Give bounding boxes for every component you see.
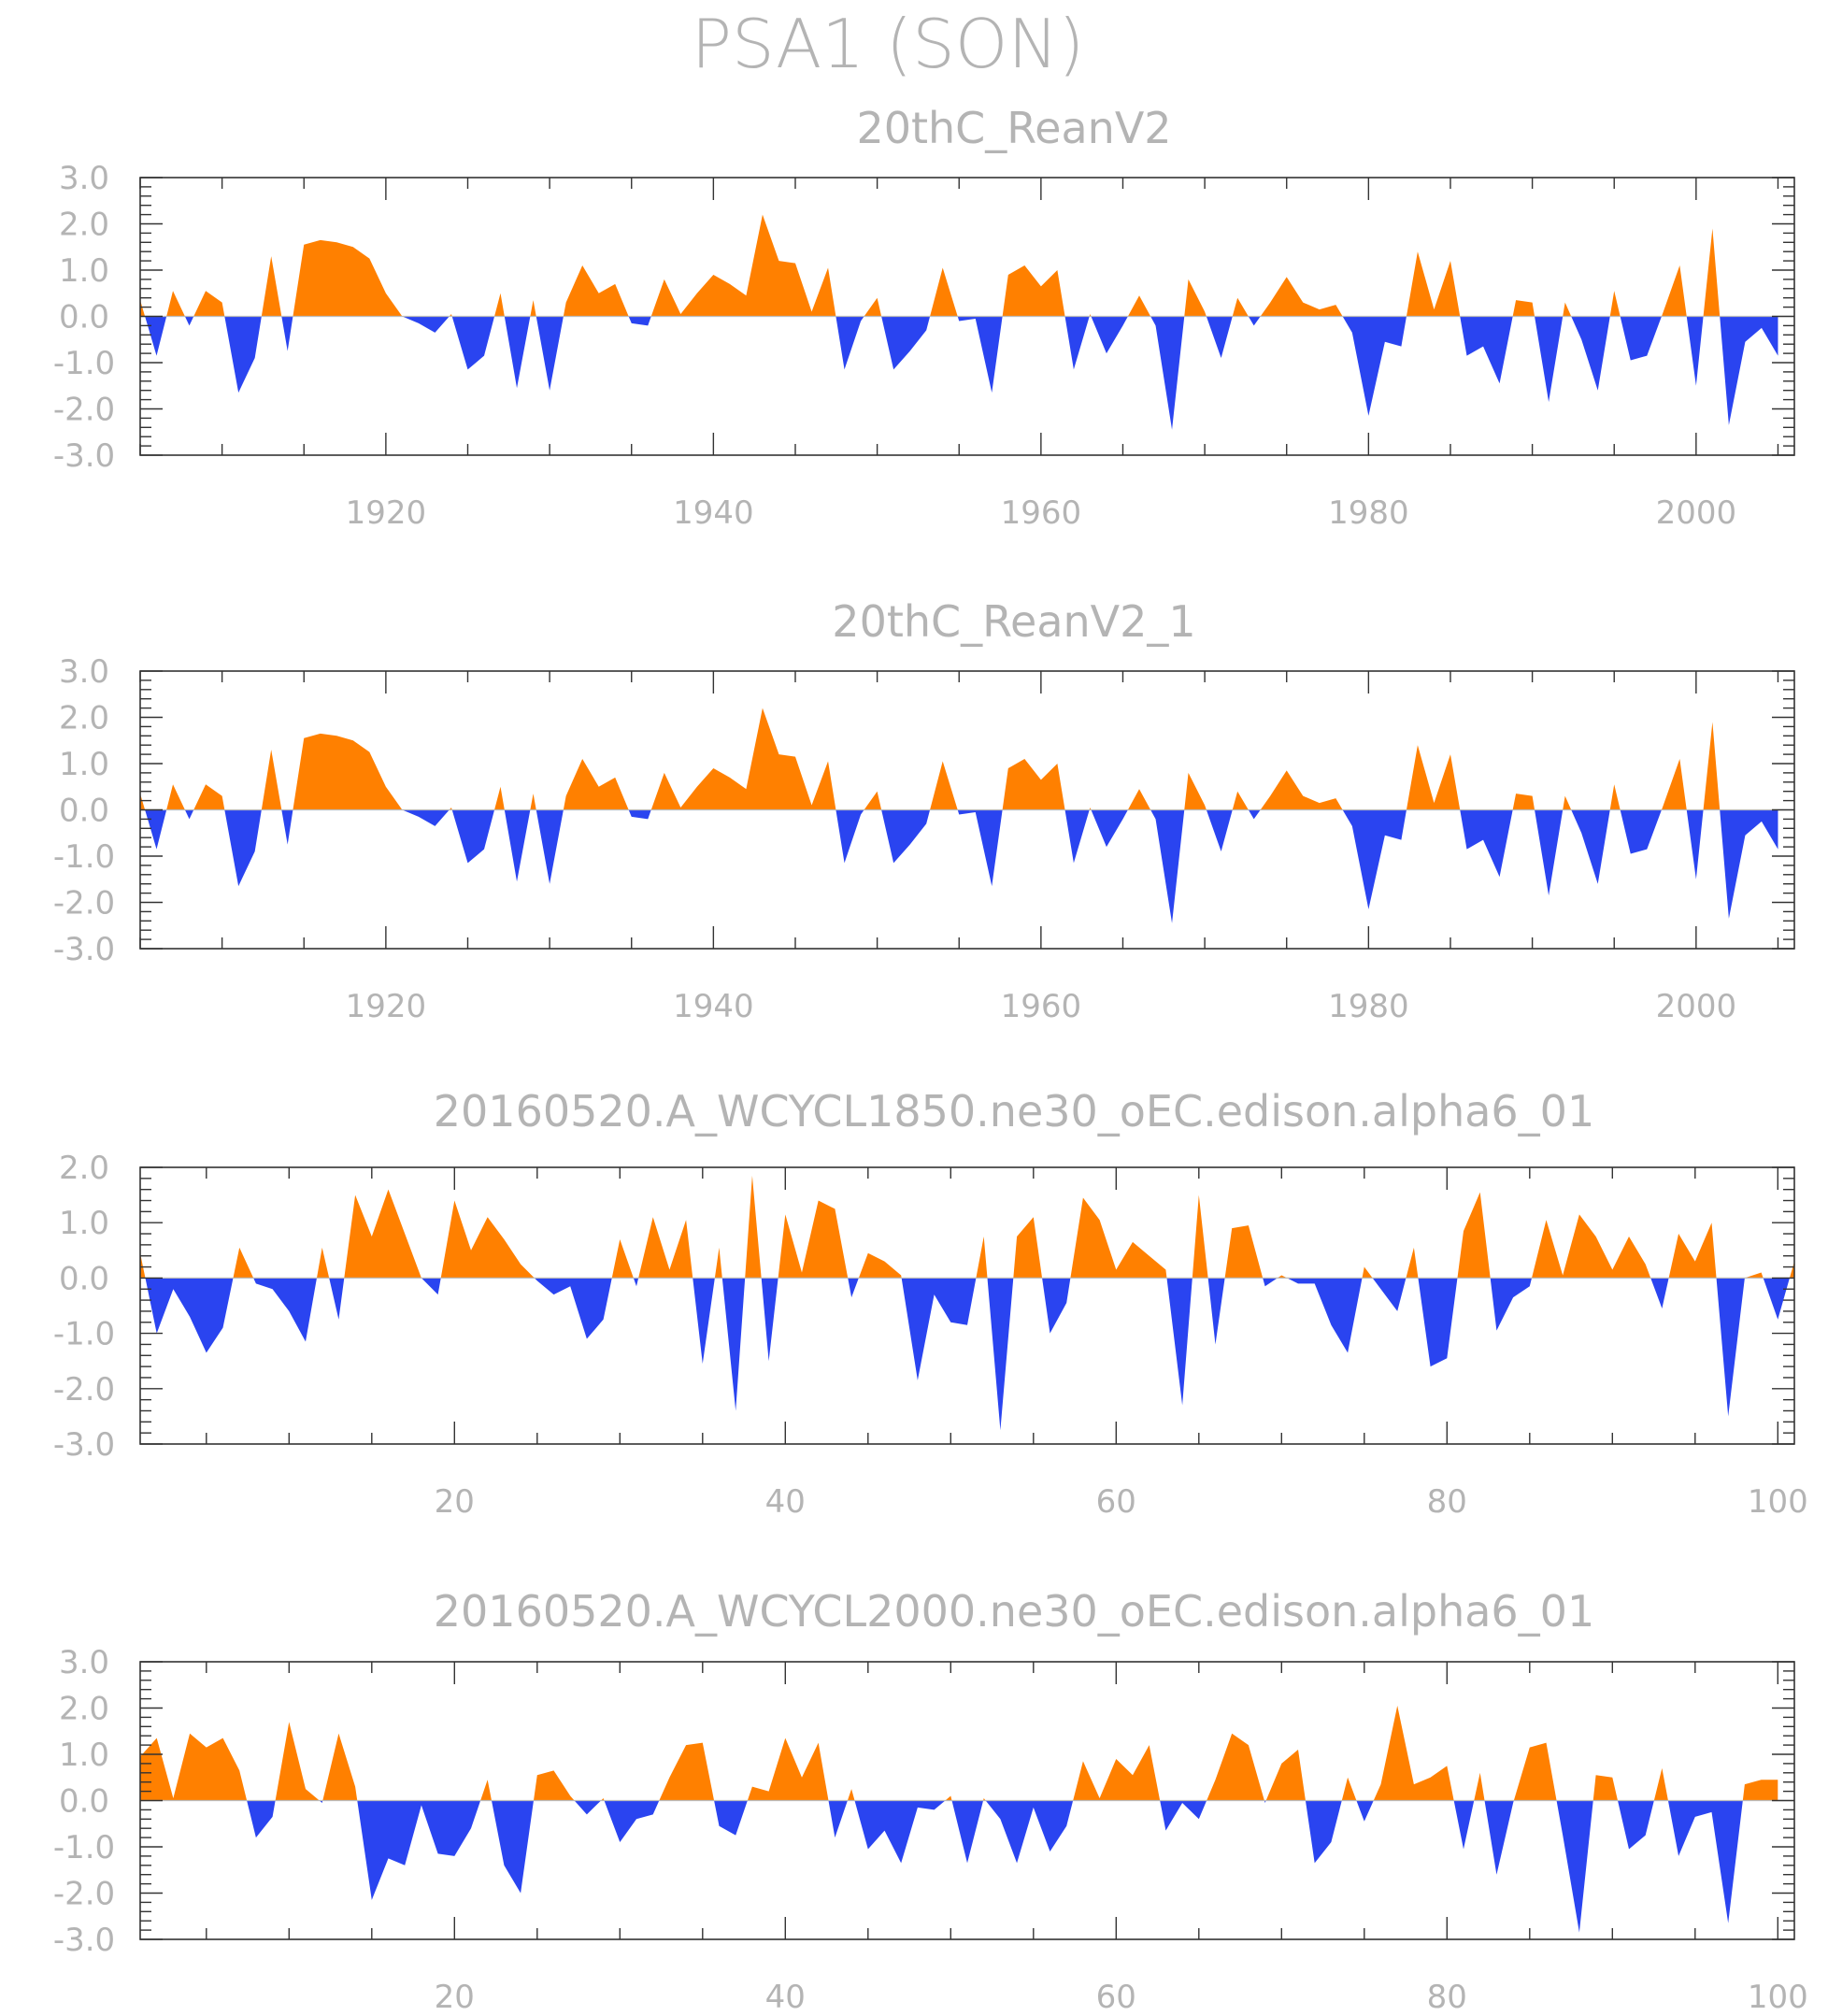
x-tick-label: 1920: [346, 494, 427, 532]
y-tick-label: 0.0: [59, 1783, 109, 1821]
panel-4: 20160520.A_WCYCL2000.ne30_oEC.edison.alp…: [53, 1586, 1808, 2016]
y-tick-label: -3.0: [53, 931, 115, 968]
y-tick-label: -1.0: [53, 838, 115, 876]
main-title: PSA1 (SON): [692, 5, 1085, 83]
y-tick-label: 3.0: [59, 160, 109, 197]
x-tick-label: 40: [765, 1979, 806, 2016]
negative-area: [140, 316, 1778, 430]
x-tick-label: 1980: [1328, 494, 1409, 532]
x-tick-label: 20: [435, 1979, 475, 2016]
y-tick-label: -2.0: [53, 885, 115, 922]
panel-title: 20160520.A_WCYCL1850.ne30_oEC.edison.alp…: [434, 1086, 1594, 1137]
x-tick-label: 80: [1427, 1483, 1467, 1521]
x-tick-label: 2000: [1656, 988, 1737, 1025]
plot-frame: [139, 1166, 1795, 1445]
y-tick-label: -3.0: [53, 437, 115, 475]
y-tick-label: -1.0: [53, 345, 115, 382]
y-tick-label: 3.0: [59, 653, 109, 691]
x-tick-label: 100: [1748, 1979, 1808, 2016]
y-tick-label: -2.0: [53, 392, 115, 429]
panel-title: 20160520.A_WCYCL2000.ne30_oEC.edison.alp…: [434, 1586, 1594, 1637]
x-tick-label: 100: [1748, 1483, 1808, 1521]
positive-area: [140, 214, 1778, 317]
x-tick-label: 60: [1096, 1483, 1136, 1521]
y-tick-label: 3.0: [59, 1644, 109, 1681]
y-tick-label: -2.0: [53, 1876, 115, 1913]
y-tick-label: -3.0: [53, 1922, 115, 1959]
y-tick-label: 1.0: [59, 746, 109, 783]
panel-1: 20thC_ReanV2 -3.0 -2.0 -1.0 0.0 1.0 2.0 3.0 1920…: [53, 103, 1795, 532]
y-tick-label: 0.0: [59, 793, 109, 830]
x-tick-label: 1960: [1001, 494, 1082, 532]
y-tick-label: 0.0: [59, 1260, 109, 1297]
panel-title: 20thC_ReanV2_1: [832, 596, 1195, 647]
x-tick-label: 1920: [346, 988, 427, 1025]
y-tick-label: 2.0: [59, 1691, 109, 1728]
positive-area: [140, 1706, 1778, 1801]
x-tick-label: 40: [765, 1483, 806, 1521]
negative-area: [140, 1800, 1778, 1933]
y-tick-label: 1.0: [59, 252, 109, 290]
x-tick-label: 20: [435, 1483, 475, 1521]
x-tick-label: 1940: [673, 988, 754, 1025]
panel-title: 20thC_ReanV2: [856, 103, 1171, 153]
panel-3: 20160520.A_WCYCL1850.ne30_oEC.edison.alp…: [53, 1086, 1808, 1521]
y-tick-label: 2.0: [59, 700, 109, 737]
y-tick-label: 1.0: [59, 1737, 109, 1774]
y-tick-label: -1.0: [53, 1316, 115, 1353]
x-tick-label: 1980: [1328, 988, 1409, 1025]
y-tick-label: -1.0: [53, 1829, 115, 1866]
negative-area: [140, 809, 1778, 923]
positive-area: [140, 708, 1778, 810]
y-tick-label: 0.0: [59, 299, 109, 336]
y-tick-label: -3.0: [53, 1426, 115, 1464]
y-tick-label: 2.0: [59, 1150, 109, 1187]
positive-area: [140, 1175, 1794, 1279]
panel-2: 20thC_ReanV2_1 -3.0 -2.0 -1.0 0.0 1.0 2.0 3.0 19…: [53, 596, 1795, 1025]
negative-area: [145, 1278, 1790, 1431]
y-tick-label: 2.0: [59, 207, 109, 244]
y-tick-label: -2.0: [53, 1371, 115, 1408]
y-tick-label: 1.0: [59, 1205, 109, 1242]
x-tick-label: 1960: [1001, 988, 1082, 1025]
x-tick-label: 60: [1096, 1979, 1136, 2016]
x-tick-label: 80: [1427, 1979, 1467, 2016]
x-tick-label: 1940: [673, 494, 754, 532]
x-tick-label: 2000: [1656, 494, 1737, 532]
